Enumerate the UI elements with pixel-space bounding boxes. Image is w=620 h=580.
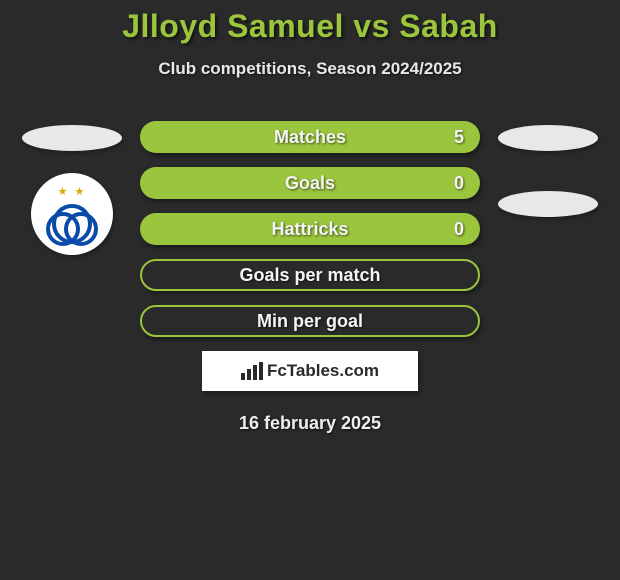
brand-text: FcTables.com [267, 361, 379, 381]
page-title: Jlloyd Samuel vs Sabah [0, 8, 620, 45]
stat-value: 5 [454, 127, 464, 148]
date-text: 16 february 2025 [0, 413, 620, 434]
branding-box[interactable]: FcTables.com [202, 351, 418, 391]
bar-chart-icon [241, 362, 263, 380]
left-column: ★ ★ [22, 121, 122, 255]
stat-label: Hattricks [271, 219, 348, 240]
player-photo-placeholder-right [498, 125, 598, 151]
stat-bar-matches: Matches 5 [140, 121, 480, 153]
club-badge-left: ★ ★ [31, 173, 113, 255]
stats-area: ★ ★ Matches 5 Goals 0 Hattricks 0 Goals … [0, 121, 620, 337]
stat-bar-goals: Goals 0 [140, 167, 480, 199]
stat-label: Matches [274, 127, 346, 148]
stat-label: Goals [285, 173, 335, 194]
stat-label: Goals per match [239, 265, 380, 286]
stat-bar-min-per-goal: Min per goal [140, 305, 480, 337]
club-badge-placeholder-right [498, 191, 598, 217]
stat-value: 0 [454, 219, 464, 240]
stat-bar-hattricks: Hattricks 0 [140, 213, 480, 245]
star-icon: ★ ★ [58, 185, 87, 198]
stat-label: Min per goal [257, 311, 363, 332]
stat-value: 0 [454, 173, 464, 194]
rings-icon [52, 204, 92, 244]
page-subtitle: Club competitions, Season 2024/2025 [0, 59, 620, 79]
right-column [498, 121, 598, 217]
stat-bar-goals-per-match: Goals per match [140, 259, 480, 291]
player-photo-placeholder-left [22, 125, 122, 151]
stat-bars: Matches 5 Goals 0 Hattricks 0 Goals per … [140, 121, 480, 337]
comparison-container: Jlloyd Samuel vs Sabah Club competitions… [0, 0, 620, 434]
